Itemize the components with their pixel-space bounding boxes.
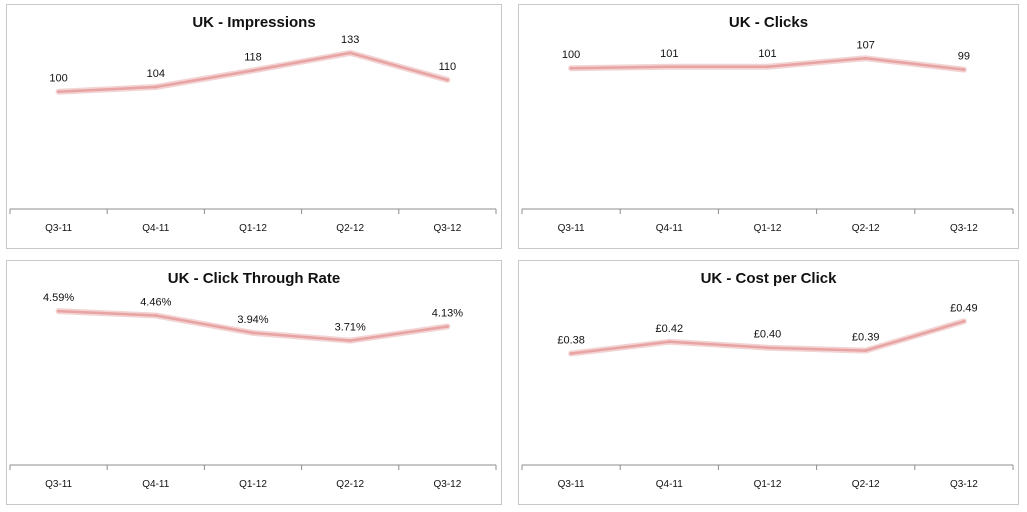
x-tick-label: Q2-12 — [852, 223, 880, 234]
x-tick-label: Q3-11 — [558, 479, 585, 490]
data-point — [569, 66, 573, 70]
data-point — [348, 51, 352, 55]
x-tick-label: Q3-11 — [45, 223, 72, 234]
data-point — [445, 325, 449, 329]
x-tick-label: Q4-11 — [656, 223, 683, 234]
data-point — [57, 90, 61, 94]
x-tick-label: Q1-12 — [754, 223, 782, 234]
data-label: 118 — [244, 52, 262, 64]
x-tick-label: Q3-12 — [950, 223, 978, 234]
data-label: 107 — [857, 39, 875, 51]
clicks-chart: Q3-11 Q4-11 Q1-12 Q2-12 Q3-12 100 101 101 107 99 — [521, 39, 1014, 234]
x-tick-label: Q4-11 — [656, 479, 683, 490]
x-tick-label: Q4-11 — [142, 479, 169, 490]
x-tick-label: Q4-11 — [142, 223, 169, 234]
data-label: 4.46% — [140, 296, 171, 308]
data-label: £0.42 — [656, 323, 684, 335]
x-tick-label: Q2-12 — [336, 479, 364, 490]
impressions-chart: Q3-11 Q4-11 Q1-12 Q2-12 Q3-12 100 104 118 133 110 — [9, 34, 497, 234]
data-label: 133 — [341, 34, 359, 46]
data-label: 99 — [958, 51, 970, 63]
ctr-chart-panel: UK - Click Through Rate Q3-11 Q4-11 Q1-12 Q… — [6, 260, 502, 505]
chart-title: UK - Clicks — [728, 14, 809, 31]
clicks-chart-panel: UK - Clicks Q3-11 Q4-11 Q1-12 Q2-12 Q3-12 100… — [518, 4, 1019, 249]
x-tick-label: Q3-12 — [434, 479, 462, 490]
data-label: 110 — [439, 61, 457, 73]
data-label: 3.94% — [237, 314, 268, 326]
chart-title: UK - Impressions — [192, 14, 316, 31]
x-tick-label: Q1-12 — [239, 479, 267, 490]
data-label: 101 — [660, 48, 678, 60]
data-point — [864, 56, 868, 60]
impressions-chart-panel: UK - Impressions Q3-11 Q4-11 Q1-12 Q2-12 Q3-… — [6, 4, 502, 249]
data-label: 100 — [49, 73, 67, 85]
x-tick-label: Q2-12 — [336, 223, 364, 234]
data-point — [864, 349, 868, 353]
x-tick-label: Q1-12 — [754, 479, 782, 490]
data-label: £0.38 — [557, 335, 585, 347]
chart-title: UK - Click Through Rate — [167, 270, 341, 287]
data-label: £0.49 — [950, 302, 978, 314]
data-point — [251, 69, 255, 73]
data-label: 100 — [562, 49, 580, 61]
x-tick-label: Q3-11 — [45, 479, 72, 490]
data-label: 4.59% — [43, 292, 74, 304]
data-point — [251, 331, 255, 335]
cpc-chart-panel: UK - Cost per Click Q3-11 Q4-11 Q1-12 Q2-12… — [518, 260, 1019, 505]
x-tick-label: Q1-12 — [239, 223, 267, 234]
x-tick-label: Q3-11 — [558, 223, 585, 234]
data-point — [962, 68, 966, 72]
data-point — [766, 65, 769, 69]
x-tick-label: Q3-12 — [950, 479, 978, 490]
data-point — [154, 85, 158, 89]
data-point — [569, 352, 573, 356]
data-point — [667, 340, 671, 344]
x-tick-label: Q3-12 — [434, 223, 462, 234]
data-point — [57, 309, 61, 313]
data-point — [348, 339, 352, 343]
data-point — [962, 319, 966, 323]
x-tick-label: Q2-12 — [852, 479, 880, 490]
data-point — [667, 65, 671, 69]
data-label: 3.71% — [335, 322, 366, 334]
data-point — [766, 346, 769, 350]
ctr-chart: Q3-11 Q4-11 Q1-12 Q2-12 Q3-12 4.59% 4.46% 3.94%… — [9, 292, 497, 490]
data-label: 4.13% — [432, 308, 463, 320]
data-label: £0.40 — [754, 329, 782, 341]
data-label: 104 — [147, 68, 165, 80]
data-point — [445, 78, 449, 82]
data-label: £0.39 — [852, 332, 880, 344]
chart-title: UK - Cost per Click — [700, 270, 837, 287]
data-point — [154, 313, 158, 317]
data-label: 101 — [758, 48, 776, 60]
cpc-chart: Q3-11 Q4-11 Q1-12 Q2-12 Q3-12 £0.38 £0.42 £0.40… — [521, 302, 1014, 490]
